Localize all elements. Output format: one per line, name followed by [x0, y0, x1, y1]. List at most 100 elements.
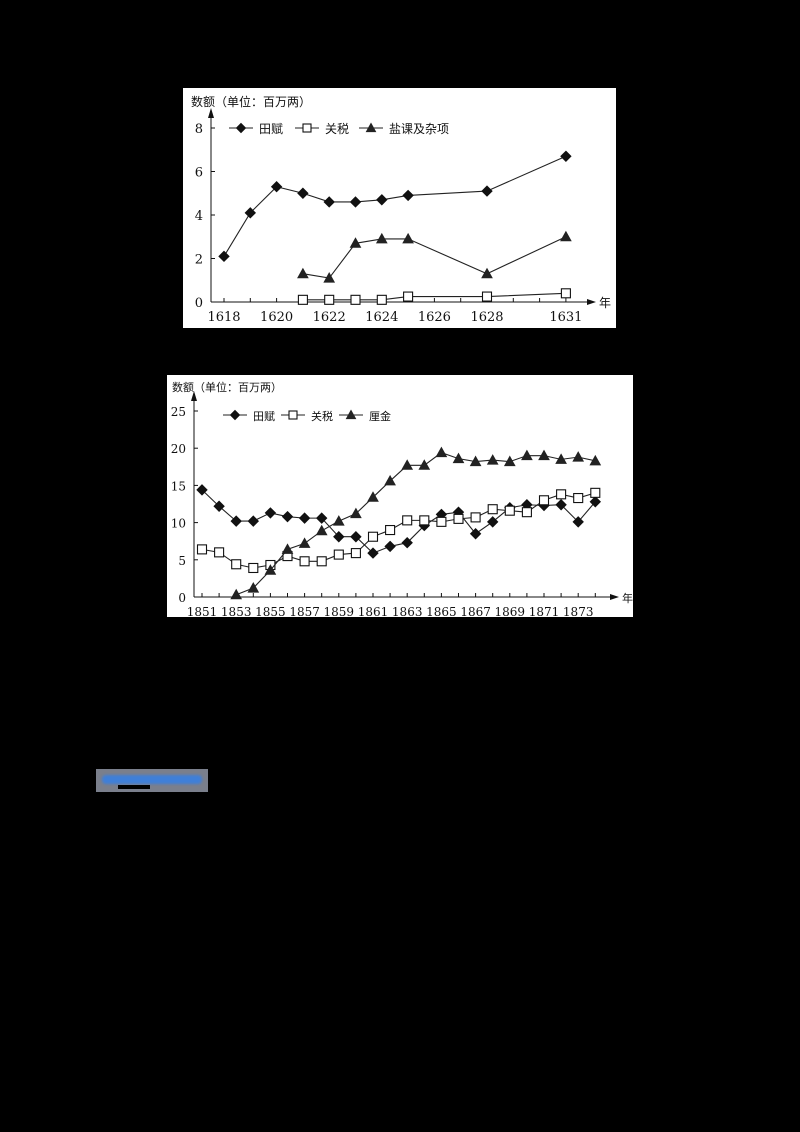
- y-tick-label: 25: [171, 405, 186, 419]
- diamond-marker-icon: [196, 484, 208, 496]
- diamond-marker-icon: [218, 250, 230, 263]
- triangle-marker-icon: [555, 453, 567, 464]
- diamond-marker-icon: [367, 547, 379, 559]
- diamond-marker-icon: [230, 515, 242, 527]
- y-tick-label: 20: [171, 442, 186, 456]
- x-tick-label: 1851: [187, 605, 218, 617]
- x-tick-label: 1857: [289, 605, 320, 617]
- triangle-marker-icon: [402, 232, 414, 244]
- diamond-marker-icon: [297, 187, 309, 199]
- x-tick-label: 1859: [324, 605, 355, 617]
- legend-item: 田赋: [229, 122, 283, 136]
- legend-item: 盐课及杂项: [359, 122, 449, 136]
- triangle-marker-icon: [560, 230, 572, 242]
- triangle-marker-icon: [345, 409, 357, 420]
- square-marker-icon: [402, 515, 413, 526]
- triangle-marker-icon: [264, 564, 277, 575]
- x-tick-label: 1863: [392, 605, 423, 617]
- triangle-marker-icon: [418, 459, 431, 470]
- diamond-marker-icon: [213, 500, 225, 512]
- triangle-marker-icon: [503, 455, 516, 467]
- square-marker-icon: [453, 513, 464, 524]
- legend-label: 关税: [325, 122, 349, 136]
- diamond-marker-icon: [323, 196, 335, 208]
- diamond-marker-icon: [244, 207, 257, 219]
- triangle-marker-icon: [350, 507, 362, 519]
- square-marker-icon: [214, 547, 225, 558]
- square-marker-icon: [350, 548, 361, 559]
- square-marker-icon: [560, 288, 571, 299]
- y-tick-label: 0: [195, 296, 203, 311]
- triangle-marker-icon: [367, 491, 379, 502]
- triangle-marker-icon: [481, 267, 493, 279]
- x-tick-label: 1873: [563, 605, 594, 617]
- y-tick-label: 0: [178, 591, 186, 605]
- diamond-marker-icon: [469, 528, 482, 540]
- diamond-marker-icon: [376, 194, 388, 206]
- y-tick-label: 8: [195, 122, 203, 137]
- triangle-marker-icon: [486, 454, 499, 465]
- triangle-marker-icon: [230, 588, 243, 600]
- x-tick-label: 1871: [529, 605, 560, 617]
- triangle-marker-icon: [365, 122, 377, 133]
- x-tick-label: 1861: [358, 605, 389, 617]
- x-tick-label: 1618: [207, 310, 240, 325]
- y-tick-label: 15: [171, 479, 186, 493]
- redacted-link[interactable]: [96, 769, 208, 792]
- diamond-marker-icon: [481, 185, 493, 197]
- square-marker-icon: [316, 556, 327, 567]
- chart-late-qing-revenue: 数额（单位：百万两） 年 0 5 10 15 20 25 1851 1853 1855 1857 185…: [167, 375, 633, 617]
- triangle-marker-icon: [401, 459, 414, 470]
- triangle-marker-icon: [521, 449, 533, 461]
- x-axis-title: 年: [622, 591, 633, 605]
- legend-label: 厘金: [369, 409, 391, 423]
- triangle-marker-icon: [538, 449, 550, 461]
- triangle-marker-icon: [349, 237, 362, 248]
- series-1: [218, 150, 572, 263]
- legend-label: 田赋: [259, 122, 283, 136]
- triangle-marker-icon: [247, 582, 260, 593]
- triangle-marker-icon: [435, 446, 448, 458]
- x-tick-label: 1626: [418, 310, 451, 325]
- x-tick-label: 1869: [495, 605, 526, 617]
- triangle-marker-icon: [323, 272, 336, 283]
- square-marker-icon: [376, 294, 387, 305]
- diamond-marker-icon: [270, 181, 283, 193]
- triangle-marker-icon: [384, 474, 396, 486]
- square-marker-icon: [333, 549, 344, 560]
- x-tick-label: 1628: [470, 310, 503, 325]
- series-3: [230, 446, 602, 600]
- square-marker-icon: [403, 291, 414, 302]
- x-axis-title: 年: [599, 296, 611, 310]
- y-tick-label: 10: [171, 517, 186, 531]
- diamond-marker-icon: [555, 499, 567, 511]
- square-marker-icon: [367, 531, 379, 542]
- triangle-marker-icon: [281, 543, 294, 554]
- diamond-marker-icon: [298, 512, 311, 524]
- triangle-marker-icon: [452, 452, 465, 464]
- redacted-link-text: [102, 775, 202, 784]
- diamond-marker-icon: [486, 516, 499, 528]
- square-marker-icon: [297, 294, 308, 305]
- triangle-marker-icon: [298, 537, 311, 548]
- x-tick-label: 1855: [255, 605, 286, 617]
- y-tick-label: 5: [178, 554, 186, 568]
- series-2: [297, 288, 571, 305]
- square-marker-icon: [487, 504, 498, 515]
- legend-item: 关税: [295, 122, 349, 136]
- legend-label: 田赋: [253, 410, 275, 423]
- series-2: [196, 487, 601, 574]
- triangle-marker-icon: [572, 451, 585, 462]
- square-marker-icon: [288, 410, 298, 420]
- series-3: [297, 230, 572, 283]
- diamond-marker-icon: [560, 150, 572, 162]
- square-marker-icon: [231, 559, 242, 570]
- x-tick-label: 1867: [460, 605, 491, 617]
- square-marker-icon: [590, 487, 601, 498]
- chart1-plot: 数额（单位：百万两） 年 0 2 4 6 8 1618 1620 1622 1624 1626 1628…: [191, 94, 611, 325]
- triangle-marker-icon: [375, 232, 388, 244]
- diamond-marker-icon: [401, 536, 413, 549]
- legend-label: 关税: [311, 409, 333, 423]
- x-tick-label: 1853: [221, 605, 252, 617]
- triangle-marker-icon: [297, 267, 309, 279]
